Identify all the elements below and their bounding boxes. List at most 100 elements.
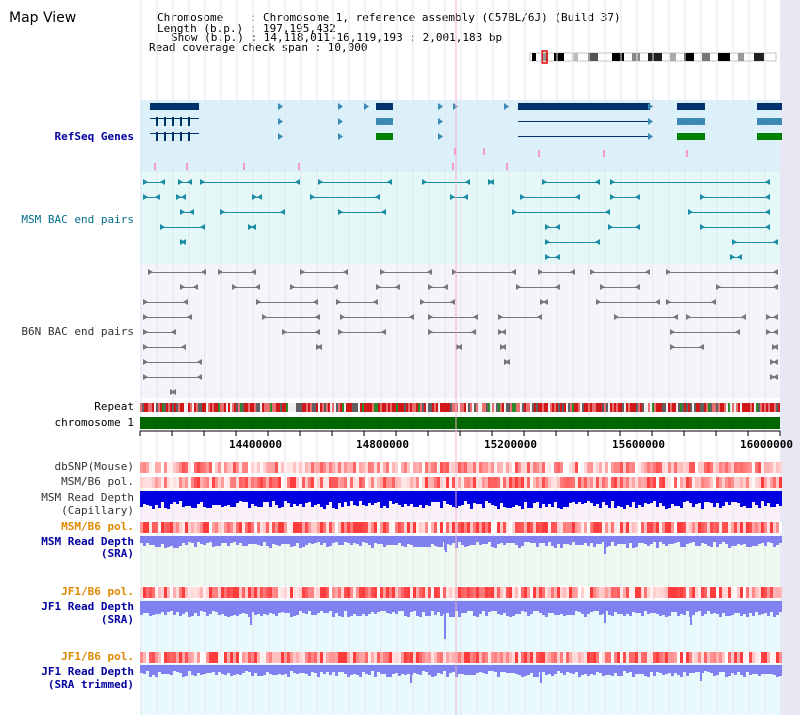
heatmap-cell [392, 652, 395, 663]
depth-bar [317, 491, 320, 504]
depth-bar [257, 665, 260, 676]
heatmap-cell [506, 462, 509, 473]
depth-bar [197, 601, 200, 616]
depth-bar [287, 601, 290, 613]
heatmap-cell [728, 652, 731, 663]
depth-bar [164, 536, 167, 548]
repeat-segment [360, 403, 362, 412]
repeat-segment [328, 403, 330, 412]
refseq-gene-models[interactable] [150, 103, 782, 170]
depth-bar [560, 491, 563, 509]
bac-end-pairs[interactable] [143, 179, 778, 395]
heatmap-cell [431, 522, 434, 533]
repeat-segment [722, 403, 724, 412]
bac-end-marker [333, 284, 338, 290]
depth-bar [341, 601, 344, 617]
heatmap-cell [596, 522, 599, 533]
repeat-segment [304, 403, 306, 412]
heatmap-cell [617, 477, 620, 488]
depth-bar [752, 491, 755, 502]
depth-bar [419, 601, 422, 617]
repeat-segment [182, 403, 184, 412]
repeat-segment [724, 403, 726, 412]
heatmap-cell [488, 587, 491, 598]
heatmap-cell [329, 652, 332, 663]
heatmap-cell [143, 652, 146, 663]
heatmap-cell [713, 522, 716, 533]
heatmap-cell [578, 522, 581, 533]
depth-bar [140, 601, 143, 615]
depth-bar [344, 601, 347, 611]
heatmap-cell [512, 652, 515, 663]
heatmap-cell [629, 587, 632, 598]
repeat-segment [516, 403, 518, 412]
heatmap-cell [311, 477, 314, 488]
depth-bar [530, 665, 533, 673]
heatmap-cell [725, 477, 728, 488]
heatmap-cell [554, 522, 557, 533]
depth-bar [557, 601, 560, 615]
heatmap-cell [350, 652, 353, 663]
depth-bar [338, 491, 341, 503]
heatmap-cell [350, 522, 353, 533]
depth-bar [371, 536, 374, 548]
heatmap-cell [308, 652, 311, 663]
heatmap-cell [350, 587, 353, 598]
depth-bar [515, 491, 518, 505]
depth-bar [566, 491, 569, 507]
heatmap-cell [464, 587, 467, 598]
depth-bar [497, 665, 500, 677]
heatmap-cell [698, 522, 701, 533]
depth-bar [191, 491, 194, 508]
gene-strand-arrow [278, 118, 283, 125]
repeat-segment [744, 403, 746, 412]
heatmap-cell [449, 462, 452, 473]
heatmap-cell [749, 522, 752, 533]
heatmap-cell [575, 477, 578, 488]
heatmap-cell [266, 652, 269, 663]
depth-bar [668, 665, 671, 673]
bac-end-marker [422, 179, 427, 185]
repeat-segment [210, 403, 212, 412]
depth-bar [326, 601, 329, 613]
heatmap-cell [383, 652, 386, 663]
repeat-segment [472, 403, 474, 412]
heatmap-cell [458, 477, 461, 488]
heatmap-cell [614, 477, 617, 488]
depth-bar [194, 491, 197, 508]
depth-bar [179, 665, 182, 673]
depth-bar [278, 491, 281, 508]
depth-bar [332, 536, 335, 543]
depth-bar [176, 536, 179, 548]
gene-strand-arrow [504, 103, 509, 110]
repeat-segment [390, 403, 392, 412]
depth-bar [338, 536, 341, 545]
heatmap-cell [635, 477, 638, 488]
heatmap-cell [656, 522, 659, 533]
heatmap-cell [221, 477, 224, 488]
depth-bar [485, 601, 488, 616]
depth-bar [182, 601, 185, 614]
read-depth-tracks [140, 491, 782, 683]
depth-bar [248, 601, 251, 617]
bac-end-marker [255, 284, 260, 290]
jf1-read-depth-trimmed-label: JF1 Read Depth [41, 665, 134, 678]
depth-bar [332, 601, 335, 617]
gene-strand-arrow [338, 133, 343, 140]
repeat-segment [194, 403, 196, 412]
depth-bar [266, 601, 269, 615]
depth-bar [629, 536, 632, 543]
gene-strand-arrow [438, 133, 443, 140]
heatmap-cell [719, 462, 722, 473]
depth-bar [713, 491, 716, 507]
heatmap-cell [716, 652, 719, 663]
heatmap-cell [500, 587, 503, 598]
depth-bar [554, 601, 557, 615]
depth-bar [158, 665, 161, 672]
bac-end-marker [450, 194, 455, 200]
depth-bar [551, 491, 554, 507]
repeat-segment [698, 403, 700, 412]
heatmap-cell [683, 587, 686, 598]
depth-bar [218, 601, 221, 615]
